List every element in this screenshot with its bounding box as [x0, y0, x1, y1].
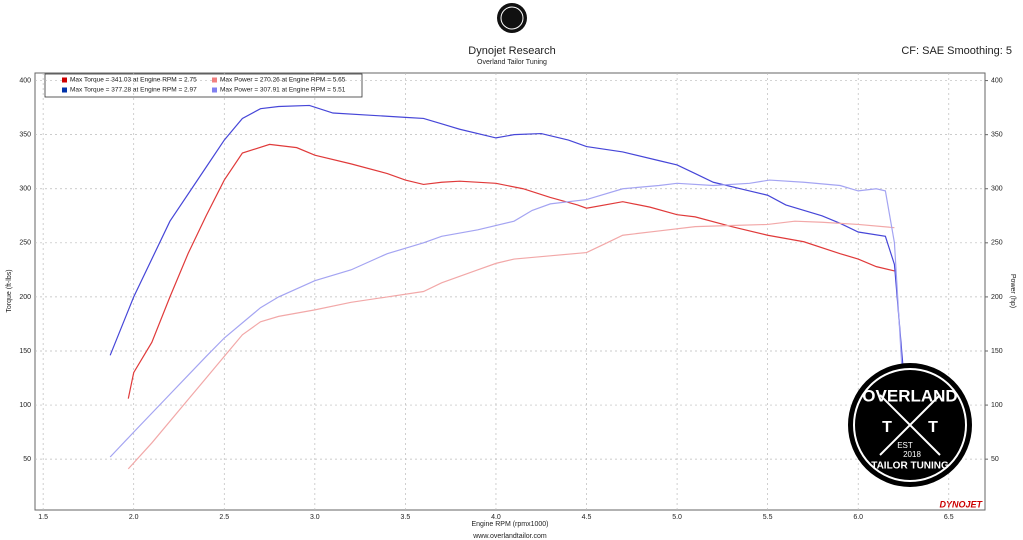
y-tick-label: 50 [23, 456, 31, 463]
x-tick-label: 5.5 [763, 514, 773, 521]
y2-tick-label: 250 [991, 240, 1003, 247]
y2-axis-label: Power (hp) [1009, 274, 1016, 308]
badge-top: OVERLAND [862, 386, 957, 405]
badge-year: 2018 [903, 450, 921, 459]
x-tick-label: 5.0 [672, 514, 682, 521]
chart-subtitle: Overland Tailor Tuning [477, 59, 547, 66]
y2-tick-label: 350 [991, 131, 1003, 138]
y2-tick-label: 200 [991, 294, 1003, 301]
y-tick-label: 250 [19, 240, 31, 247]
plot: 50 100 150 200 250 300 350 400 50 100 150 200 250 300… [19, 73, 1003, 521]
x-axis-label: Engine RPM (rpmx1000) [471, 521, 548, 528]
plot-frame [34, 72, 986, 511]
y-tick-label: 300 [19, 186, 31, 193]
legend-label: Max Torque = 341.03 at Engine RPM = 2.75 [70, 77, 197, 84]
x-tick-label: 6.5 [944, 514, 954, 521]
legend-swatch [212, 77, 217, 83]
x-tick-label: 3.0 [310, 514, 320, 521]
footer: www.overlandtailor.com [472, 533, 547, 540]
badge-right: T [928, 419, 938, 436]
corner-note: CF: SAE Smoothing: 5 [901, 45, 1012, 57]
brand: DYNOJET [939, 499, 983, 509]
y2-tick-label: 150 [991, 348, 1003, 355]
badge-bottom: TAILOR TUNING [871, 461, 949, 472]
series-line [127, 220, 895, 470]
badge-ring [853, 368, 967, 482]
y-tick-label: 100 [19, 402, 31, 409]
x-tick-label: 1.5 [38, 514, 48, 521]
top-logo-ring [500, 6, 524, 30]
y-axis-label: Torque (ft-lbs) [6, 269, 13, 312]
x-tick-label: 4.5 [582, 514, 592, 521]
y-tick-label: 350 [19, 131, 31, 138]
x-tick-label: 4.0 [491, 514, 501, 521]
y2-tick-label: 50 [991, 456, 999, 463]
y2-tick-label: 300 [991, 186, 1003, 193]
x-tick-label: 6.0 [853, 514, 863, 521]
series-line [127, 143, 895, 399]
legend-swatch [212, 87, 217, 93]
y-tick-label: 200 [19, 294, 31, 301]
y2-tick-label: 100 [991, 402, 1003, 409]
y-tick-label: 400 [19, 77, 31, 84]
x-tick-label: 2.0 [129, 514, 139, 521]
badge: OVERLAND TAILOR TUNING T T EST 2018 [848, 363, 972, 487]
series-line [109, 179, 905, 458]
badge-left: T [882, 419, 892, 436]
y-tick-label: 150 [19, 348, 31, 355]
series-line [109, 104, 905, 373]
x-tick-label: 3.5 [401, 514, 411, 521]
chart-title: Dynojet Research [468, 45, 555, 57]
legend-label: Max Torque = 377.28 at Engine RPM = 2.97 [70, 87, 197, 94]
badge-est: EST [897, 441, 913, 450]
y2-tick-label: 400 [991, 77, 1003, 84]
legend-box [44, 73, 363, 98]
x-tick-label: 2.5 [219, 514, 229, 521]
legend-swatch [62, 87, 67, 93]
badge-cross [879, 394, 941, 456]
legend-label: Max Power = 270.26 at Engine RPM = 5.65 [220, 77, 346, 84]
legend-swatch [62, 77, 67, 83]
legend-label: Max Power = 307.91 at Engine RPM = 5.51 [220, 87, 346, 94]
